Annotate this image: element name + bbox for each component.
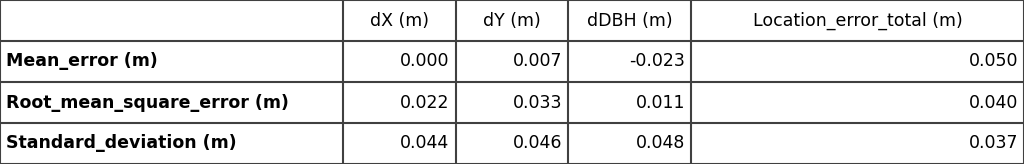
- Text: Location_error_total (m): Location_error_total (m): [753, 11, 963, 30]
- Text: 0.040: 0.040: [969, 93, 1018, 112]
- Text: Mean_error (m): Mean_error (m): [6, 52, 158, 71]
- Text: 0.050: 0.050: [969, 52, 1018, 71]
- Text: 0.000: 0.000: [400, 52, 450, 71]
- Text: dDBH (m): dDBH (m): [587, 11, 673, 30]
- Text: 0.011: 0.011: [636, 93, 685, 112]
- Text: dX (m): dX (m): [370, 11, 429, 30]
- Text: dY (m): dY (m): [483, 11, 541, 30]
- Text: Root_mean_square_error (m): Root_mean_square_error (m): [6, 93, 289, 112]
- Text: Standard_deviation (m): Standard_deviation (m): [6, 134, 237, 153]
- Text: 0.046: 0.046: [513, 134, 562, 153]
- Text: -0.023: -0.023: [630, 52, 685, 71]
- Text: 0.033: 0.033: [513, 93, 562, 112]
- Text: 0.044: 0.044: [400, 134, 450, 153]
- Text: 0.007: 0.007: [513, 52, 562, 71]
- Text: 0.048: 0.048: [636, 134, 685, 153]
- Text: 0.037: 0.037: [969, 134, 1018, 153]
- Text: 0.022: 0.022: [400, 93, 450, 112]
